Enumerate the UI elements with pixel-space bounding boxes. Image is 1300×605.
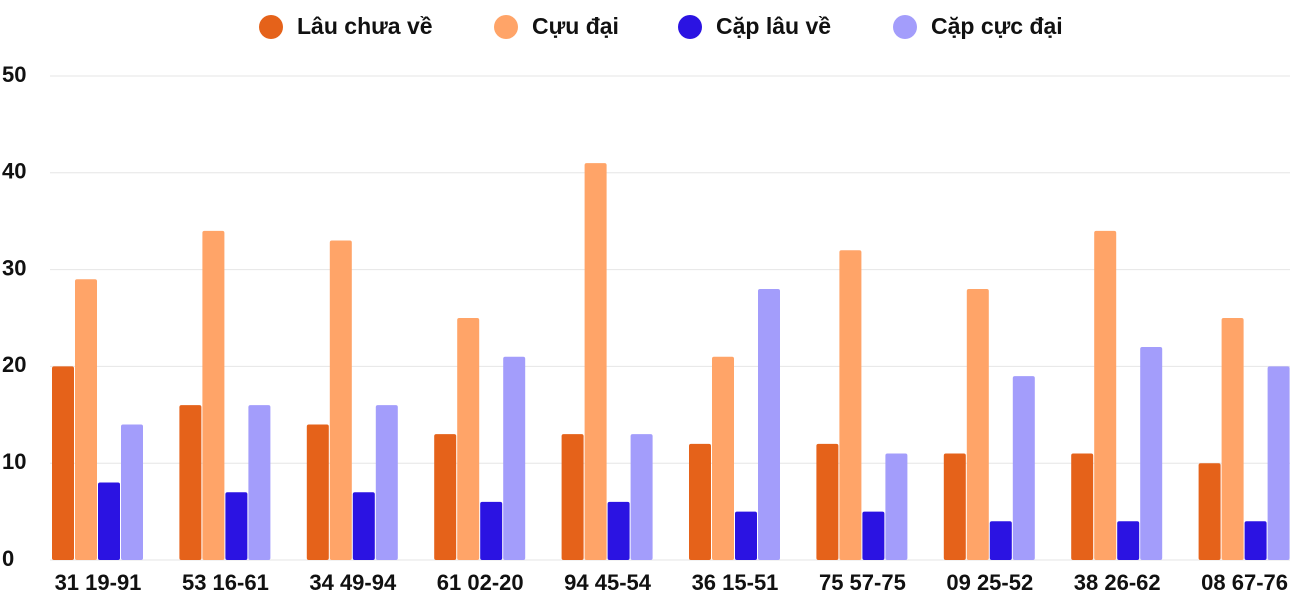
x-tick-label: 09 25-52 xyxy=(946,570,1033,595)
bar xyxy=(1198,463,1221,560)
bar xyxy=(1012,376,1035,560)
bar xyxy=(179,405,202,560)
x-tick-label: 36 15-51 xyxy=(692,570,779,595)
bar xyxy=(943,453,966,560)
bar xyxy=(1071,453,1094,560)
y-tick-label: 0 xyxy=(2,546,14,571)
bar xyxy=(561,434,584,560)
legend-label: Lâu chưa về xyxy=(297,13,433,39)
bar xyxy=(966,288,989,560)
bar xyxy=(329,240,352,560)
bar xyxy=(839,250,862,561)
bar xyxy=(306,424,329,560)
legend-label: Cặp cực đại xyxy=(931,13,1063,39)
x-tick-label: 94 45-54 xyxy=(564,570,652,595)
bar xyxy=(1221,318,1244,560)
bar xyxy=(1140,347,1163,560)
bar xyxy=(816,443,839,560)
legend-label: Cựu đại xyxy=(532,13,619,39)
bar xyxy=(457,318,480,560)
legend-swatch xyxy=(494,15,518,39)
x-tick-label: 31 19-91 xyxy=(55,570,142,595)
x-tick-label: 61 02-20 xyxy=(437,570,524,595)
bar xyxy=(52,366,74,560)
bar xyxy=(607,501,630,560)
x-tick-label: 34 49-94 xyxy=(309,570,397,595)
bar xyxy=(503,356,526,560)
bar xyxy=(1094,230,1117,560)
legend-swatch xyxy=(259,15,283,39)
y-tick-label: 20 xyxy=(2,352,26,377)
bar xyxy=(885,453,908,560)
bar xyxy=(584,163,607,560)
y-tick-label: 40 xyxy=(2,159,26,184)
x-tick-label: 38 26-62 xyxy=(1074,570,1161,595)
bar xyxy=(862,511,885,560)
bar xyxy=(989,521,1012,560)
y-tick-label: 30 xyxy=(2,255,26,280)
legend-swatch xyxy=(893,15,917,39)
x-tick-label: 53 16-61 xyxy=(182,570,269,595)
bar xyxy=(735,511,757,560)
bar xyxy=(1244,521,1267,560)
y-tick-label: 10 xyxy=(2,449,26,474)
bar xyxy=(434,434,457,560)
bar xyxy=(98,482,120,560)
x-tick-label: 08 67-76 xyxy=(1201,570,1288,595)
bar xyxy=(375,405,398,560)
y-tick-label: 50 xyxy=(2,62,26,87)
legend-label: Cặp lâu về xyxy=(716,13,831,39)
bar xyxy=(758,288,780,560)
x-tick-label: 75 57-75 xyxy=(819,570,906,595)
bar xyxy=(689,443,711,560)
bar xyxy=(630,434,653,560)
bar xyxy=(1267,366,1290,560)
bar xyxy=(225,492,248,560)
bar xyxy=(352,492,375,560)
bar xyxy=(202,230,225,560)
bar xyxy=(75,279,97,560)
bar xyxy=(248,405,271,560)
bar xyxy=(1117,521,1140,560)
bar xyxy=(121,424,143,560)
bar xyxy=(712,356,734,560)
bar xyxy=(480,501,503,560)
legend-swatch xyxy=(678,15,702,39)
